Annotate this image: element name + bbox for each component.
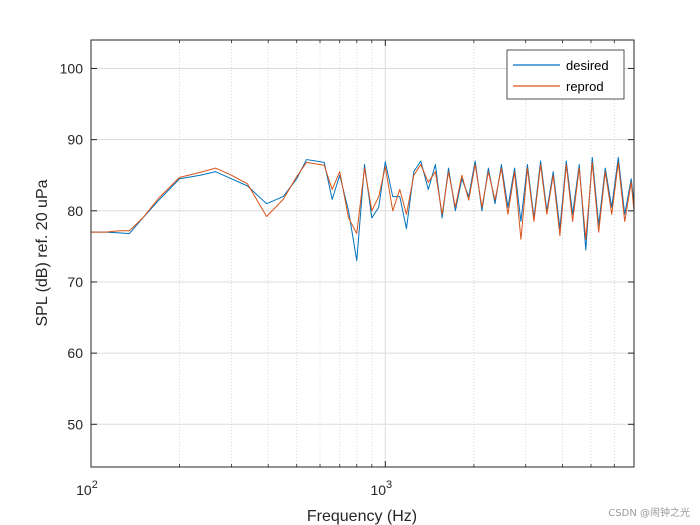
y-axis-label: SPL (dB) ref. 20 uPa xyxy=(34,179,51,326)
y-tick-labels: 50 60 70 80 90 100 xyxy=(60,60,84,432)
legend-label-desired: desired xyxy=(566,58,609,73)
y-tick-label: 100 xyxy=(60,60,84,76)
x-axis-label: Frequency (Hz) xyxy=(307,508,417,525)
y-tick-label: 60 xyxy=(67,345,83,361)
ticks xyxy=(90,40,634,467)
series-layer xyxy=(91,156,635,262)
y-tick-label: 50 xyxy=(67,416,83,432)
series-line-desired xyxy=(91,156,635,262)
legend[interactable]: desired reprod xyxy=(506,49,625,100)
y-tick-label: 80 xyxy=(67,203,83,219)
plot-background xyxy=(91,40,634,467)
x-tick-label: 103 xyxy=(370,479,392,498)
watermark: CSDN @闹钟之光 xyxy=(608,508,690,519)
plot-frame xyxy=(90,39,635,468)
legend-box xyxy=(506,49,625,100)
y-tick-label: 70 xyxy=(67,274,83,290)
y-tick-label: 90 xyxy=(67,132,83,148)
minor-grid xyxy=(179,40,615,467)
x-tick-labels: 102 103 xyxy=(76,479,392,498)
series-line-reprod xyxy=(91,161,635,240)
x-tick-label: 102 xyxy=(76,479,98,498)
legend-label-reprod: reprod xyxy=(566,79,604,94)
